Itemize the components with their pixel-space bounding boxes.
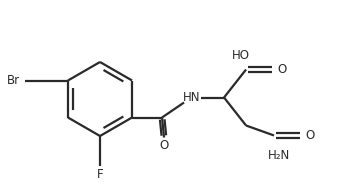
Text: O: O [159, 139, 169, 152]
Text: HO: HO [232, 49, 250, 62]
Text: O: O [306, 129, 315, 142]
Text: Br: Br [7, 74, 20, 87]
Text: O: O [277, 63, 287, 76]
Text: HN: HN [183, 91, 201, 104]
Text: F: F [97, 167, 103, 180]
Text: H₂N: H₂N [268, 149, 290, 162]
